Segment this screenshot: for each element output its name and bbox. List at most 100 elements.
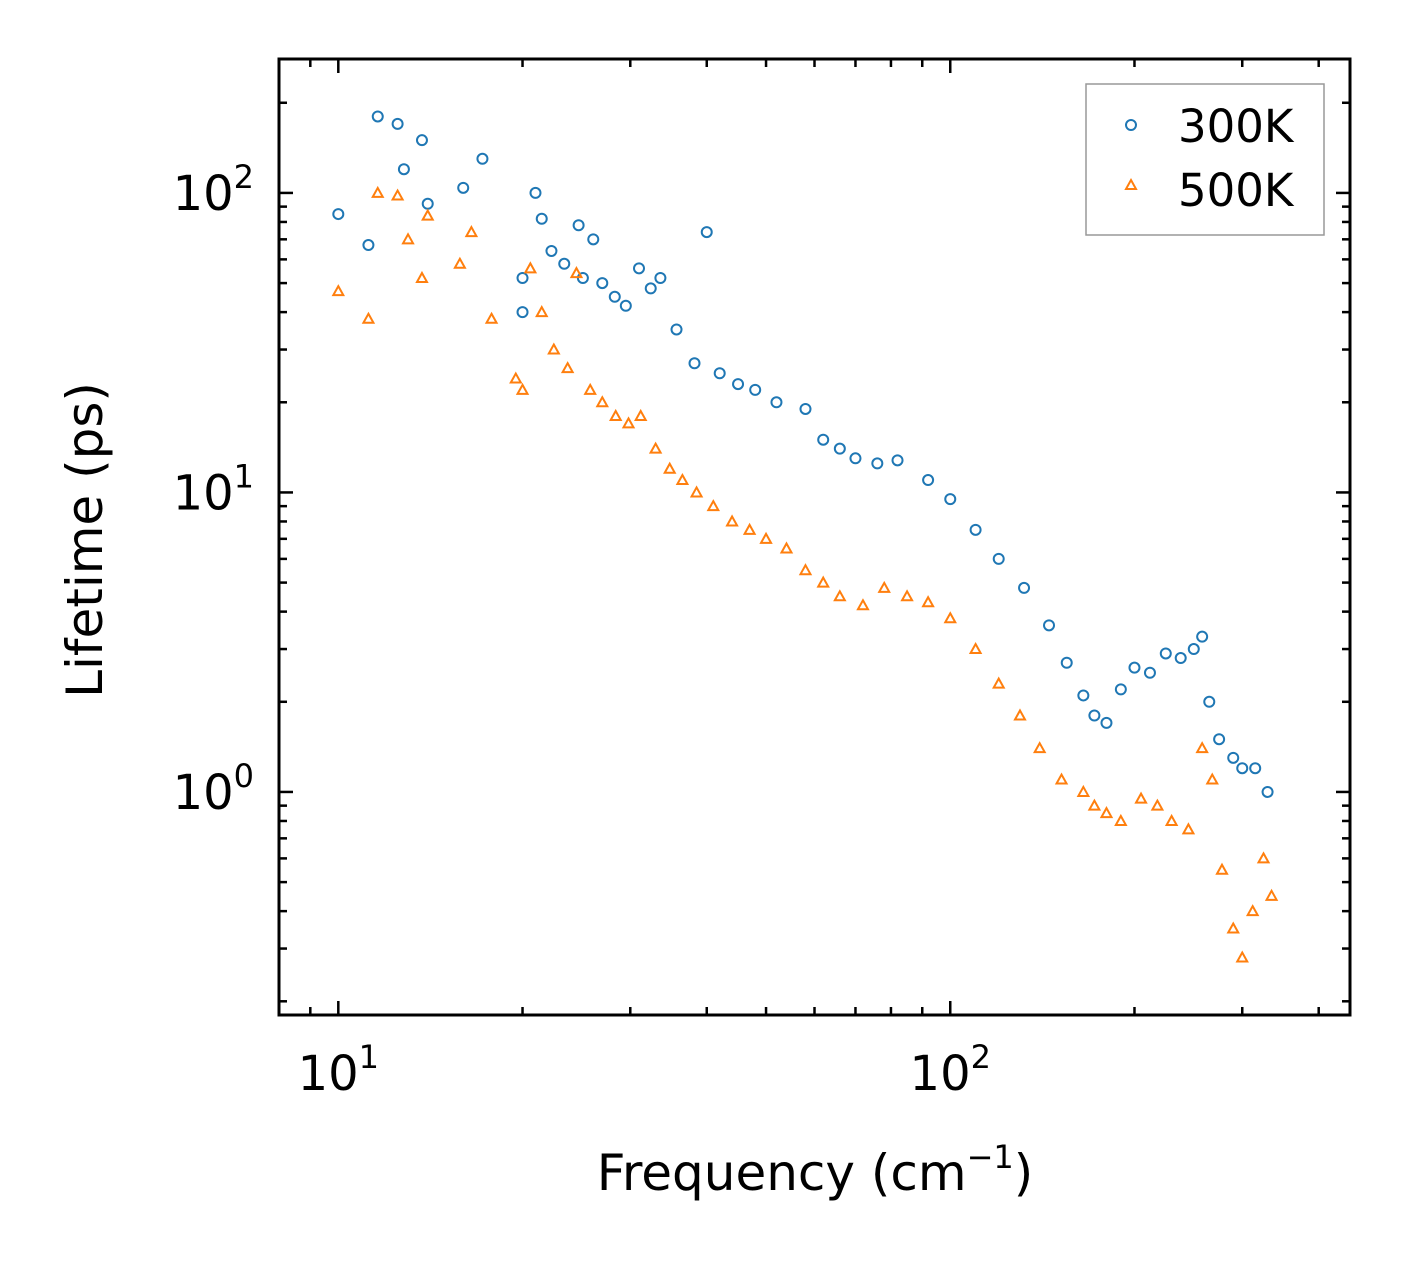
point-500k xyxy=(609,408,623,421)
legend-box xyxy=(1085,83,1325,236)
point-300k xyxy=(849,452,862,465)
point-500k xyxy=(515,382,530,395)
point-500k xyxy=(634,408,648,421)
point-300k xyxy=(1187,643,1200,656)
point-500k xyxy=(1256,851,1271,864)
point-300k xyxy=(608,290,621,303)
point-500k xyxy=(523,261,538,274)
tick-labels: 101 102 100 101 102 xyxy=(173,158,991,1102)
point-300k xyxy=(558,257,571,270)
y-tick-label: 100 xyxy=(173,757,254,821)
point-300k xyxy=(332,208,345,221)
point-500k xyxy=(621,416,636,429)
point-500k xyxy=(421,208,435,221)
point-500k xyxy=(706,499,721,512)
point-500k xyxy=(877,580,891,593)
point-500k xyxy=(560,361,575,374)
point-500k xyxy=(1032,741,1047,754)
point-500k xyxy=(779,541,794,554)
point-500k xyxy=(1226,921,1240,934)
point-500k xyxy=(1245,904,1260,917)
point-300k xyxy=(1100,716,1113,729)
point-300k xyxy=(1261,785,1274,798)
point-300k xyxy=(415,134,428,147)
point-300k xyxy=(871,457,884,470)
legend: 300K 500K xyxy=(1085,83,1325,236)
point-300k xyxy=(749,383,762,396)
legend-marker-300k xyxy=(1125,119,1137,131)
point-500k xyxy=(689,485,704,498)
point-300k xyxy=(1213,733,1226,746)
point-300k xyxy=(944,493,957,506)
point-300k xyxy=(670,323,683,336)
point-500k xyxy=(509,371,523,384)
point-500k xyxy=(361,311,376,324)
point-500k xyxy=(331,284,346,297)
point-500k xyxy=(816,575,830,588)
point-500k xyxy=(1164,813,1179,826)
y-tick-label: 102 xyxy=(173,158,254,222)
point-500k xyxy=(833,589,847,602)
point-500k xyxy=(390,188,405,201)
point-300k xyxy=(1143,666,1156,679)
point-500k xyxy=(943,611,957,624)
point-500k xyxy=(1215,862,1229,875)
point-500k xyxy=(759,531,773,544)
point-500k xyxy=(648,441,663,454)
point-500k xyxy=(675,472,690,486)
point-300k xyxy=(770,396,783,409)
point-500k xyxy=(535,305,549,318)
point-500k xyxy=(1013,708,1027,721)
point-300k xyxy=(529,186,542,199)
point-300k xyxy=(397,163,410,176)
point-300k xyxy=(516,306,529,319)
point-300k xyxy=(632,262,645,275)
point-500k xyxy=(464,225,479,238)
x-tick-label: 101 xyxy=(298,1038,379,1102)
legend-label-500k: 500K xyxy=(1178,164,1295,217)
point-300k xyxy=(891,454,904,467)
point-500k xyxy=(595,395,609,408)
point-300k xyxy=(1249,762,1262,775)
point-500k xyxy=(1205,772,1219,785)
point-500k xyxy=(547,342,561,355)
point-500k xyxy=(401,232,415,245)
point-300k xyxy=(1236,762,1249,775)
point-500k xyxy=(992,676,1006,689)
point-300k xyxy=(1077,689,1090,702)
point-300k xyxy=(476,152,489,165)
point-500k xyxy=(1076,784,1091,797)
point-300k xyxy=(1174,652,1187,665)
point-300k xyxy=(1060,656,1073,669)
point-500k xyxy=(371,185,385,198)
point-300k xyxy=(969,523,982,536)
point-300k xyxy=(817,433,830,446)
point-500k xyxy=(742,522,757,535)
point-500k xyxy=(1264,888,1279,901)
x-axis-label: Frequency (cm−1) xyxy=(597,1138,1034,1202)
point-500k xyxy=(1195,741,1209,754)
point-300k xyxy=(1227,751,1240,764)
x-tick-label: 102 xyxy=(910,1038,991,1102)
point-300k xyxy=(596,277,609,290)
point-300k xyxy=(644,282,657,295)
point-300k xyxy=(457,181,470,194)
point-300k xyxy=(1196,630,1209,643)
point-300k xyxy=(1128,661,1141,674)
point-300k xyxy=(535,212,548,225)
point-500k xyxy=(1150,798,1165,811)
point-300k xyxy=(1043,619,1056,632)
point-500k xyxy=(1099,806,1114,819)
point-500k xyxy=(415,270,429,283)
point-300k xyxy=(833,442,846,455)
point-300k xyxy=(516,271,529,284)
point-300k xyxy=(688,357,701,370)
point-500k xyxy=(484,311,499,324)
point-300k xyxy=(1203,695,1216,708)
point-500k xyxy=(798,563,813,576)
point-300k xyxy=(545,244,558,257)
point-300k xyxy=(619,299,632,312)
y-axis-label: Lifetime (ps) xyxy=(56,382,114,698)
point-300k xyxy=(572,219,585,232)
